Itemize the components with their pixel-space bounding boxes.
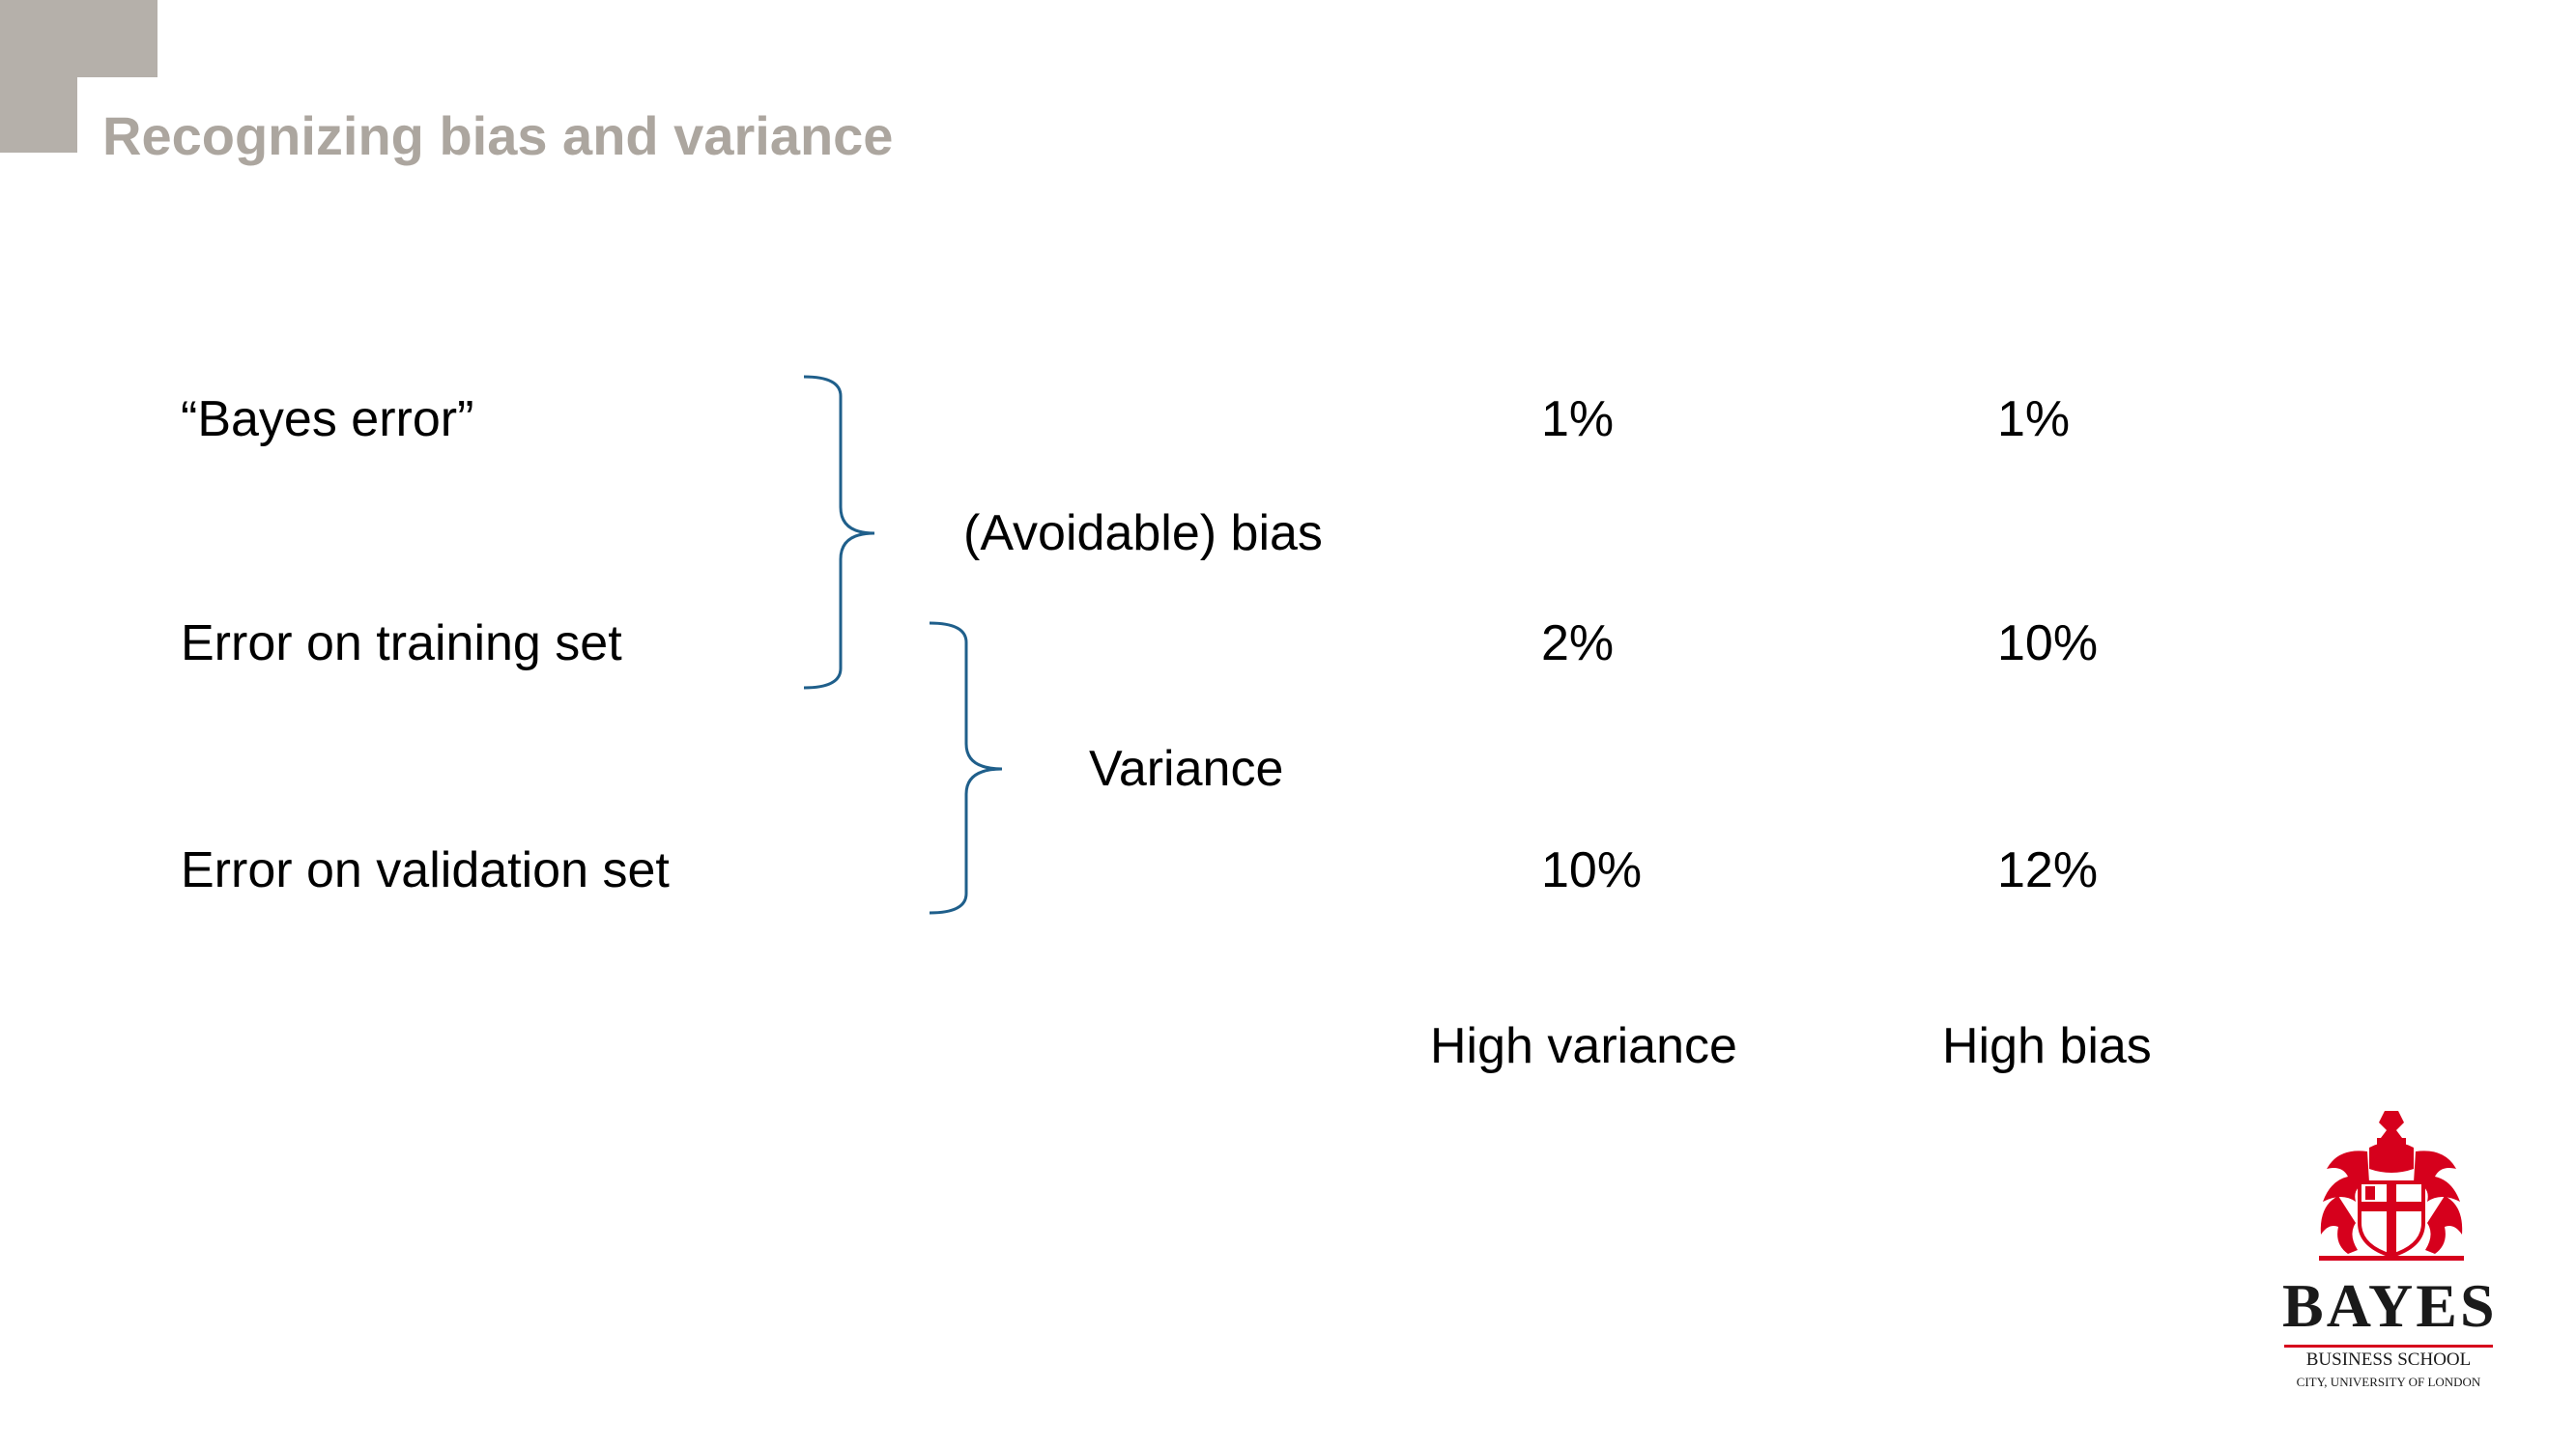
bayes-logo: BAYES BUSINESS SCHOOL CITY, UNIVERSITY O… xyxy=(2282,1109,2495,1389)
bias-gap-label: (Avoidable) bias xyxy=(963,505,1323,561)
example2-training-value: 10% xyxy=(1997,615,2099,671)
row-label-training-error: Error on training set xyxy=(181,615,622,671)
slide-title: Recognizing bias and variance xyxy=(102,105,894,166)
example1-training-value: 2% xyxy=(1541,615,1615,671)
logo-divider xyxy=(2284,1345,2493,1348)
example1-validation-value: 10% xyxy=(1541,842,1643,898)
example2-diagnosis: High bias xyxy=(1942,1018,2152,1074)
example2-bayes-value: 1% xyxy=(1997,391,2071,447)
row-label-validation-error: Error on validation set xyxy=(181,842,670,898)
bias-brace xyxy=(803,375,875,690)
corner-decoration-vertical xyxy=(0,0,77,153)
example1-bayes-value: 1% xyxy=(1541,391,1615,447)
row-label-bayes-error: “Bayes error” xyxy=(181,391,474,447)
variance-gap-label: Variance xyxy=(1089,741,1284,797)
logo-name: BAYES xyxy=(2282,1271,2498,1340)
logo-affiliation: CITY, UNIVERSITY OF LONDON xyxy=(2296,1375,2481,1389)
crest-icon xyxy=(2319,1111,2464,1261)
logo-subtitle: BUSINESS SCHOOL xyxy=(2305,1350,2472,1370)
variance-brace xyxy=(929,621,1003,915)
example2-validation-value: 12% xyxy=(1997,842,2099,898)
example1-diagnosis: High variance xyxy=(1430,1018,1737,1074)
